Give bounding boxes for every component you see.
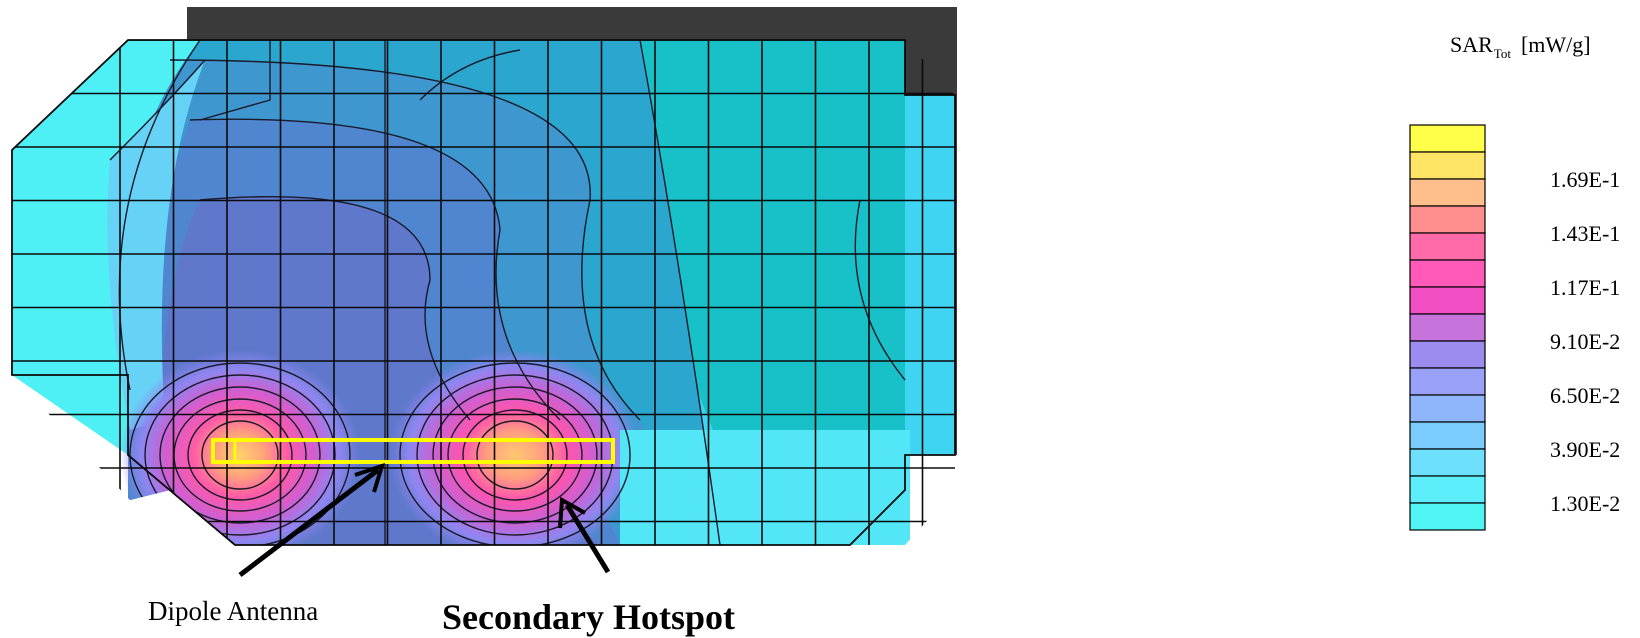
colorbar-cell: [1409, 313, 1486, 342]
colorbar-cell: [1409, 340, 1486, 369]
colorbar-cell: [1409, 286, 1486, 315]
colorbar-tick-label: 1.43E-1: [1550, 221, 1621, 246]
colorbar-cell: [1409, 205, 1486, 234]
colorbar-title: SARTot [mW/g]: [1450, 32, 1591, 61]
colorbar-tick-label: 1.69E-1: [1550, 167, 1621, 192]
colorbar-cell: [1409, 502, 1486, 531]
colorbar-cell: [1409, 259, 1486, 288]
primary-hotspot: [120, 350, 360, 545]
colorbar-cell: [1409, 448, 1486, 477]
secondary-hotspot: [390, 350, 640, 545]
colorbar-cell: [1409, 151, 1486, 180]
dipole-antenna-arrow: [238, 462, 386, 577]
secondary-hotspot-label: Secondary Hotspot: [442, 597, 736, 637]
dipole-antenna-label: Dipole Antenna: [148, 596, 319, 626]
colorbar-cell: [1409, 178, 1486, 207]
colorbar-cell: [1409, 394, 1486, 423]
colorbar-cell: [1409, 475, 1486, 504]
colorbar-tick-label: 9.10E-2: [1550, 329, 1621, 354]
colorbar-cell: [1409, 421, 1486, 450]
colorbar-tick-label: 3.90E-2: [1550, 437, 1621, 462]
colorbar-tick-label: 6.50E-2: [1550, 383, 1621, 408]
colorbar-tick-label: 1.30E-2: [1550, 491, 1621, 516]
colorbar-cell: [1409, 124, 1486, 153]
colorbar-tick-label: 1.17E-1: [1550, 275, 1621, 300]
dipole-feed-box: [211, 438, 237, 464]
colorbar-cell: [1409, 367, 1486, 396]
sar-colorbar: [1409, 124, 1486, 531]
colorbar-cell: [1409, 232, 1486, 261]
measurement-grid: [12, 40, 955, 545]
secondary-hotspot-arrow: [558, 496, 611, 574]
